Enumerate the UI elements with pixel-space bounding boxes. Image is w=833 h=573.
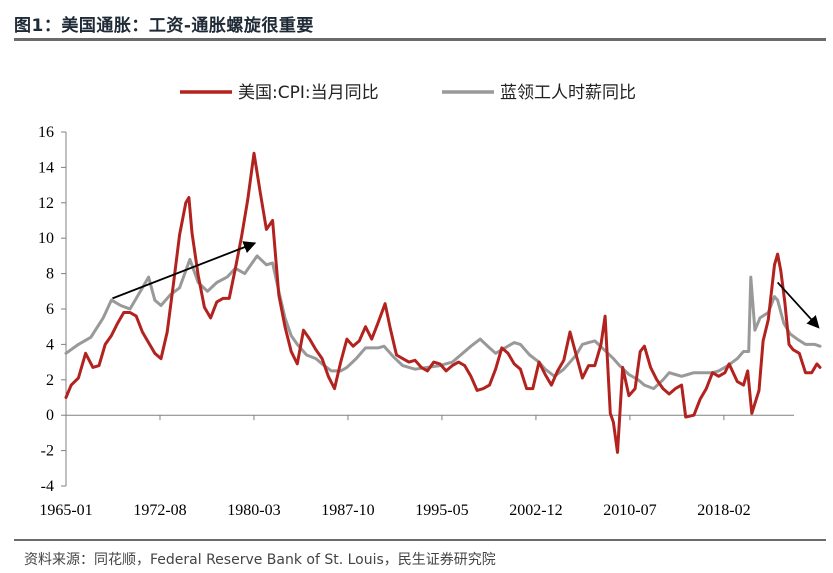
- trend-arrow-up: [112, 241, 257, 300]
- x-tick-label: 1972-08: [133, 502, 186, 519]
- y-tick-label: 10: [38, 230, 54, 247]
- title-divider: [14, 38, 826, 41]
- x-tick-label: 1980-03: [227, 502, 280, 519]
- y-tick-label: -4: [41, 478, 54, 495]
- legend-label-wage: 蓝领工人时薪同比: [500, 83, 636, 103]
- x-tick-label: 2010-07: [603, 502, 656, 519]
- y-tick-label: 0: [46, 407, 54, 424]
- y-tick-label: 6: [46, 301, 54, 318]
- y-tick-label: 12: [38, 195, 54, 212]
- trend-arrow-down: [776, 281, 820, 329]
- legend: 美国:CPI:当月同比 蓝领工人时薪同比: [180, 83, 636, 103]
- y-tick-label: -2: [41, 443, 54, 460]
- y-tick-label: 4: [46, 336, 54, 353]
- y-tick-label: 8: [46, 266, 54, 283]
- y-tick-label: 2: [46, 372, 54, 389]
- x-tick-label: 2018-02: [697, 502, 750, 519]
- legend-label-cpi: 美国:CPI:当月同比: [238, 83, 379, 103]
- source-note: 资料来源：同花顺，Federal Reserve Bank of St. Lou…: [24, 552, 496, 568]
- source-divider: [14, 539, 826, 541]
- x-tick-label: 1987-10: [321, 502, 374, 519]
- x-tick-label: 2002-12: [509, 502, 562, 519]
- chart-title: 图1：美国通胀：工资-通胀螺旋很重要: [14, 16, 314, 36]
- y-tick-label: 14: [38, 159, 54, 176]
- series-line-cpi: [64, 151, 822, 454]
- x-tick-label: 1965-01: [39, 502, 92, 519]
- y-tick-label: 16: [38, 124, 54, 141]
- x-tick-label: 1995-05: [415, 502, 468, 519]
